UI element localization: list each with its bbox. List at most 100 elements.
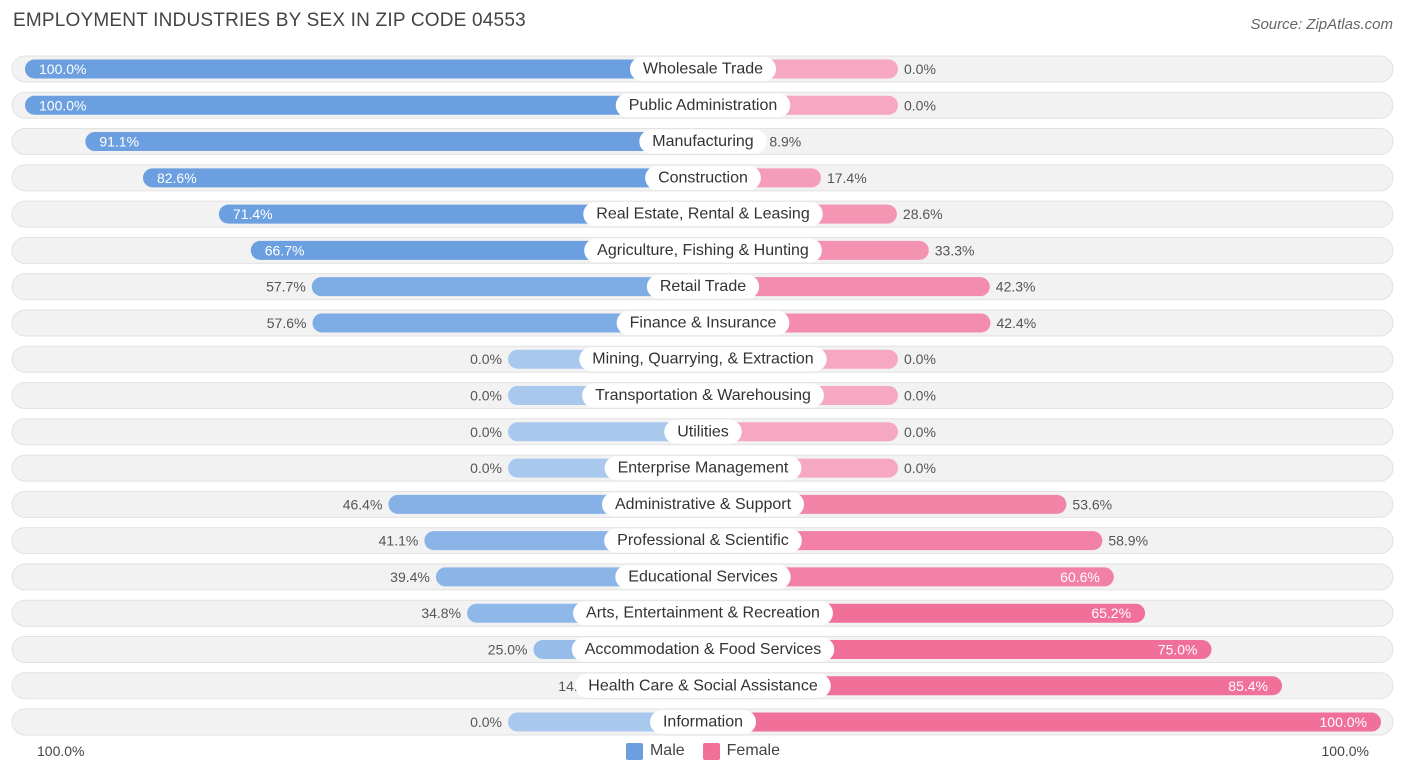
legend-swatch-male [625,742,643,760]
bar-male [312,313,703,333]
category-label-pill [582,383,824,408]
category-label-pill [649,710,757,735]
value-label-female: 8.9% [769,134,801,150]
value-label-male: 25.0% [488,641,528,657]
legend-item-female: Female [702,742,781,760]
value-label-male: 82.6% [157,170,197,186]
value-label-female: 33.3% [935,242,975,258]
chart-source: Source: ZipAtlas.com [1250,16,1393,33]
chart-title: EMPLOYMENT INDUSTRIES BY SEX IN ZIP CODE… [13,10,526,31]
value-label-male: 0.0% [470,424,502,440]
category-label-pill [645,165,761,190]
category-label-pill [639,129,767,154]
value-label-male: 46.4% [343,496,383,512]
category-label: Educational Services [628,568,777,585]
category-label: Retail Trade [660,278,746,295]
category-label-pill [571,637,835,662]
legend-label-male: Male [649,742,685,759]
value-label-female: 58.9% [1108,533,1148,549]
category-label: Manufacturing [652,133,753,150]
value-label-male: 0.0% [470,388,502,404]
value-label-female: 0.0% [904,388,936,404]
category-label-pill [615,564,791,589]
category-label: Public Administration [629,97,778,114]
value-label-male: 39.4% [390,569,430,585]
legend-item-male: Male [625,742,685,760]
axis-left-label: 100.0% [37,743,85,759]
bar-male [218,204,703,224]
value-label-male: 34.8% [421,605,461,621]
value-label-female: 0.0% [904,97,936,113]
category-label: Construction [658,169,748,186]
category-label-pill [646,274,760,299]
category-label-pill [615,93,791,118]
legend: Male Female [0,742,1406,760]
category-label: Mining, Quarrying, & Extraction [592,351,813,368]
value-label-female: 100.0% [1320,714,1367,730]
category-label-pill [584,238,822,263]
bar-male [311,277,703,297]
category-label: Health Care & Social Assistance [588,677,818,694]
bar-female [703,712,1381,732]
value-label-male: 0.0% [470,351,502,367]
category-label-pill [616,310,790,335]
category-label: Enterprise Management [618,460,789,477]
value-label-female: 42.4% [996,315,1036,331]
value-label-male: 66.7% [265,242,305,258]
bar-male [142,168,704,188]
legend-label-female: Female [726,742,781,759]
value-label-female: 65.2% [1091,605,1131,621]
category-label: Arts, Entertainment & Recreation [586,605,820,622]
value-label-male: 71.4% [233,206,273,222]
value-label-male: 100.0% [39,61,86,77]
category-label: Transportation & Warehousing [595,387,811,404]
value-label-female: 53.6% [1072,496,1112,512]
category-label-pill [664,419,742,444]
bar-male [508,422,703,442]
category-label-pill [573,601,833,626]
category-label-pill [629,57,777,81]
category-label: Wholesale Trade [643,61,763,78]
value-label-female: 17.4% [827,170,867,186]
bar-female [703,676,1283,696]
category-label-pill [604,528,802,553]
value-label-male: 0.0% [470,460,502,476]
bar-female [703,277,990,297]
value-label-female: 0.0% [904,351,936,367]
value-label-female: 60.6% [1060,569,1100,585]
category-label: Utilities [677,423,729,440]
category-label-pill [604,456,802,481]
value-label-male: 57.6% [267,315,307,331]
value-label-female: 0.0% [904,61,936,77]
value-label-female: 28.6% [903,206,943,222]
bar-male [25,59,703,79]
value-label-female: 0.0% [904,424,936,440]
value-label-male: 41.1% [379,533,419,549]
category-label: Accommodation & Food Services [585,641,822,658]
value-label-female: 75.0% [1158,641,1198,657]
category-label: Information [663,714,743,731]
bar-female [703,422,898,442]
category-label: Professional & Scientific [617,532,789,549]
value-label-female: 85.4% [1228,678,1268,694]
bar-female [703,567,1114,587]
legend-swatch-female [702,742,720,760]
value-label-male: 0.0% [470,714,502,730]
category-label-pill [601,492,805,517]
category-label: Finance & Insurance [630,314,777,331]
bar-male [25,95,703,115]
category-label-pill [583,202,823,227]
value-label-male: 91.1% [99,134,139,150]
value-label-female: 0.0% [904,460,936,476]
category-label: Agriculture, Fishing & Hunting [597,242,809,259]
bar-female [703,531,1103,551]
category-label: Real Estate, Rental & Leasing [596,206,809,223]
category-label: Administrative & Support [615,496,792,513]
category-label-pill [575,673,831,698]
bar-male [85,132,704,152]
value-label-male: 100.0% [39,97,86,113]
axis-right-label: 100.0% [1321,743,1369,759]
value-label-female: 42.3% [996,279,1036,295]
value-label-male: 57.7% [266,279,306,295]
